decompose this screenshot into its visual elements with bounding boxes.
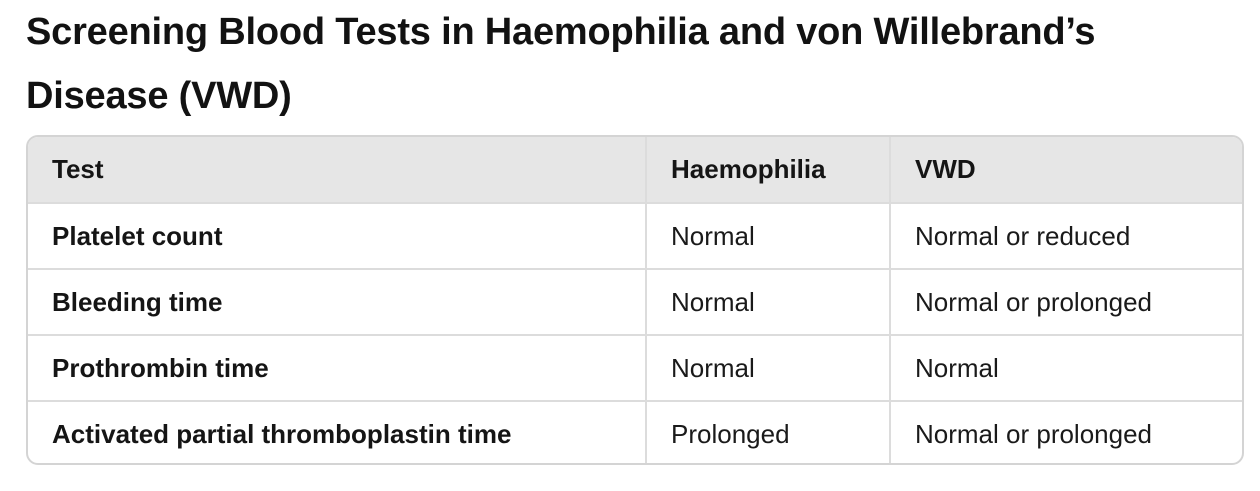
column-header-test: Test (28, 137, 647, 204)
cell-test: Activated partial thromboplastin time (28, 401, 647, 463)
data-table: Test Haemophilia VWD Platelet count Norm… (28, 137, 1242, 463)
table-row: Bleeding time Normal Normal or prolonged (28, 269, 1242, 336)
table-row: Activated partial thromboplastin time Pr… (28, 401, 1242, 463)
cell-haemophilia: Normal (646, 203, 891, 270)
column-header-vwd: VWD (890, 137, 1242, 204)
table-body: Platelet count Normal Normal or reduced … (28, 203, 1242, 463)
cell-vwd: Normal or reduced (890, 203, 1242, 270)
cell-vwd: Normal or prolonged (915, 419, 1153, 449)
cell-haemophilia: Prolonged (646, 401, 891, 463)
column-header-haemophilia: Haemophilia (646, 137, 891, 204)
cell-haemophilia: Normal (646, 335, 891, 402)
table-row: Platelet count Normal Normal or reduced (28, 203, 1242, 270)
cell-vwd: Normal or prolonged (890, 269, 1242, 336)
cell-test: Platelet count (28, 203, 647, 270)
header-row: Test Haemophilia VWD (28, 137, 1242, 204)
cell-vwd: Normal (890, 335, 1242, 402)
page-title: Screening Blood Tests in Haemophilia and… (26, 11, 1096, 117)
cell-haemophilia: Normal (646, 269, 891, 336)
screening-tests-table: Test Haemophilia VWD Platelet count Norm… (26, 135, 1244, 465)
cell-test: Prothrombin time (28, 335, 647, 402)
table-row: Prothrombin time Normal Normal (28, 335, 1242, 402)
cell-test: Bleeding time (28, 269, 647, 336)
table-header: Test Haemophilia VWD (28, 137, 1242, 204)
